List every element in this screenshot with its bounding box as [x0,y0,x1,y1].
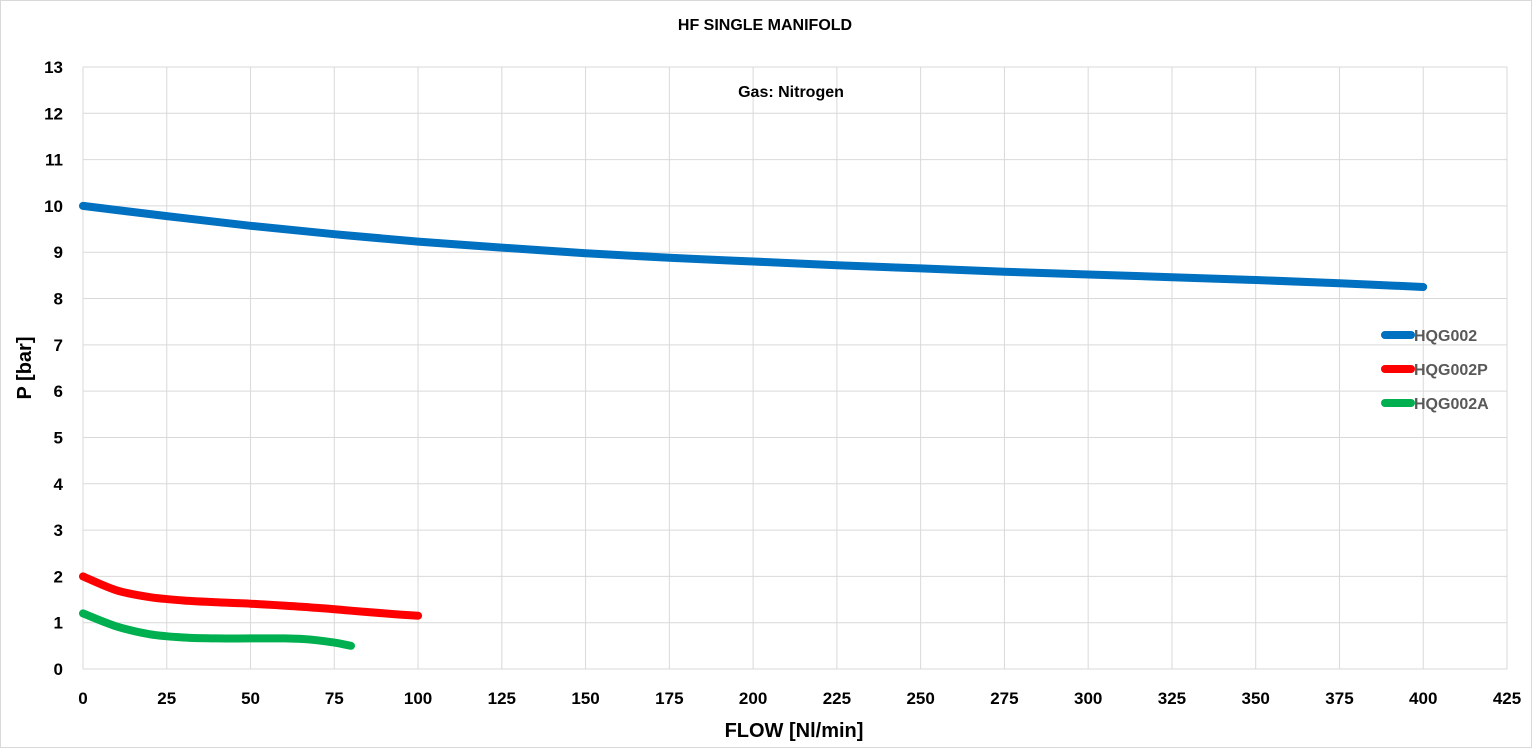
x-tick-label: 200 [739,689,767,708]
x-axis-label: FLOW [Nl/min] [725,720,864,742]
x-tick-label: 300 [1074,689,1102,708]
legend-label-hqg002: HQG002 [1414,328,1477,345]
x-tick-label: 400 [1409,689,1437,708]
x-tick-label: 150 [571,689,599,708]
x-tick-label: 250 [906,689,934,708]
x-tick-label: 175 [655,689,683,708]
y-tick-label: 13 [44,58,63,77]
y-axis-label: P [bar] [14,337,36,400]
x-tick-label: 0 [78,689,87,708]
legend-label-hqg002p: HQG002P [1414,362,1488,379]
x-tick-label: 225 [823,689,851,708]
y-tick-label: 2 [54,567,63,586]
y-tick-label: 0 [54,660,63,679]
x-tick-label: 50 [241,689,260,708]
chart-title: HF SINGLE MANIFOLD [678,17,852,34]
y-tick-label: 9 [54,243,63,262]
gas-annotation: Gas: Nitrogen [738,84,844,101]
x-tick-label: 425 [1493,689,1521,708]
y-tick-label: 6 [54,382,63,401]
x-tick-label: 75 [325,689,344,708]
y-tick-label: 12 [44,104,63,123]
y-tick-label: 4 [54,475,64,494]
gridlines [82,66,1508,670]
y-tick-label: 11 [45,151,63,170]
series-line-hqg002p [79,572,423,620]
y-tick-label: 10 [44,197,63,216]
y-tick-label: 1 [54,614,63,633]
y-tick-label: 3 [54,521,63,540]
x-tick-label: 25 [157,689,176,708]
x-tick-label: 350 [1242,689,1270,708]
y-tick-label: 7 [54,336,63,355]
x-tick-label: 275 [990,689,1018,708]
legend-label-hqg002a: HQG002A [1414,396,1489,413]
series-line-hqg002 [79,201,1428,291]
series-line-hqg002a [79,609,355,650]
x-tick-label: 125 [488,689,516,708]
x-tick-label: 100 [404,689,432,708]
x-tick-labels: 0 25 50 75 100 125 150 175 200 225 250 275 300 325 350… [78,689,1521,708]
y-tick-label: 8 [54,290,63,309]
y-tick-label: 5 [54,428,63,447]
x-tick-label: 375 [1325,689,1353,708]
x-tick-label: 325 [1158,689,1186,708]
legend: HQG002 HQG002P HQG002A [1381,328,1489,413]
plot-series [79,201,1428,650]
